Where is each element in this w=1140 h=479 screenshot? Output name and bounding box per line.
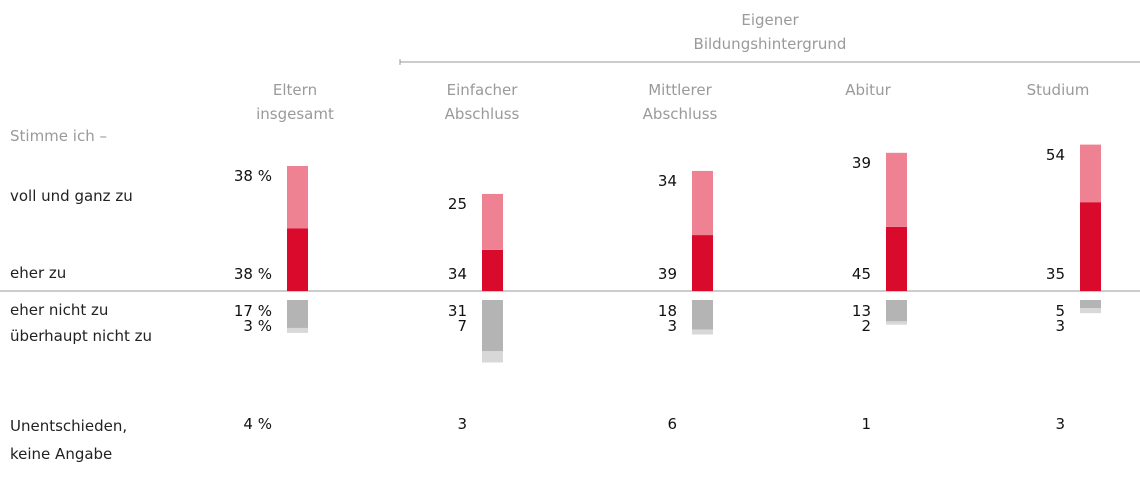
row-label: eher zu [10, 264, 67, 282]
bar-segment [287, 165, 308, 229]
value-label: 2 [861, 317, 871, 335]
value-label: 17 % [233, 302, 272, 320]
category-label: Eltern insgesamt [256, 81, 334, 123]
bar-segment [1080, 300, 1101, 309]
value-label: 13 [851, 302, 871, 320]
row-label: eher nicht zu [10, 301, 109, 319]
value-label: 39 [657, 265, 677, 283]
bar-segment [886, 152, 907, 227]
value-label: 31 [447, 302, 467, 320]
bar-segment [287, 327, 308, 333]
bar-segment [482, 249, 503, 291]
value-label: 34 [657, 171, 677, 190]
bar-segment [692, 300, 713, 330]
value-label: 34 [447, 265, 467, 283]
bar-segment [886, 226, 907, 291]
value-label: 39 [851, 153, 871, 172]
value-label: 18 [657, 302, 677, 320]
row-label: überhaupt nicht zu [10, 327, 152, 345]
value-label: 54 [1045, 145, 1065, 164]
value-label: 25 [447, 194, 467, 213]
bar-segment [482, 350, 503, 363]
bar-segment [692, 329, 713, 335]
group-title: Eigener Bildungshintergrund [693, 11, 847, 53]
category-label: Mittlerer Abschluss [642, 81, 718, 123]
value-label: 38 % [233, 265, 272, 283]
row-title: Stimme ich – [10, 127, 107, 145]
bar-segment [886, 321, 907, 325]
row-label: voll und ganz zu [10, 187, 133, 205]
value-label: 35 [1045, 265, 1065, 283]
value-label: 6 [667, 415, 677, 433]
bar-segment [482, 193, 503, 250]
bar-segment [1080, 202, 1101, 291]
value-label: 3 [667, 317, 677, 335]
value-label: 5 [1055, 302, 1065, 320]
category-label: Einfacher Abschluss [444, 81, 520, 123]
value-label: 45 [851, 265, 871, 283]
bar-segment [886, 300, 907, 322]
value-label: 3 [457, 415, 467, 433]
value-label: 1 [861, 415, 871, 433]
value-label: 3 [1055, 317, 1065, 335]
bar-segment [287, 228, 308, 291]
value-label: 3 [1055, 415, 1065, 433]
bar-segment [1080, 144, 1101, 203]
bar-segment [692, 235, 713, 291]
value-label: 3 % [243, 317, 272, 335]
bar-segment [1080, 308, 1101, 314]
category-label: Studium [1026, 81, 1090, 99]
bar-segment [287, 300, 308, 328]
row-label: Unentschieden, keine Angabe [10, 417, 128, 463]
value-label: 4 % [243, 415, 272, 433]
value-label: 7 [457, 317, 467, 335]
category-label: Abitur [845, 81, 891, 99]
bar-segment [482, 300, 503, 351]
bar-segment [692, 170, 713, 236]
value-label: 38 % [233, 166, 272, 185]
